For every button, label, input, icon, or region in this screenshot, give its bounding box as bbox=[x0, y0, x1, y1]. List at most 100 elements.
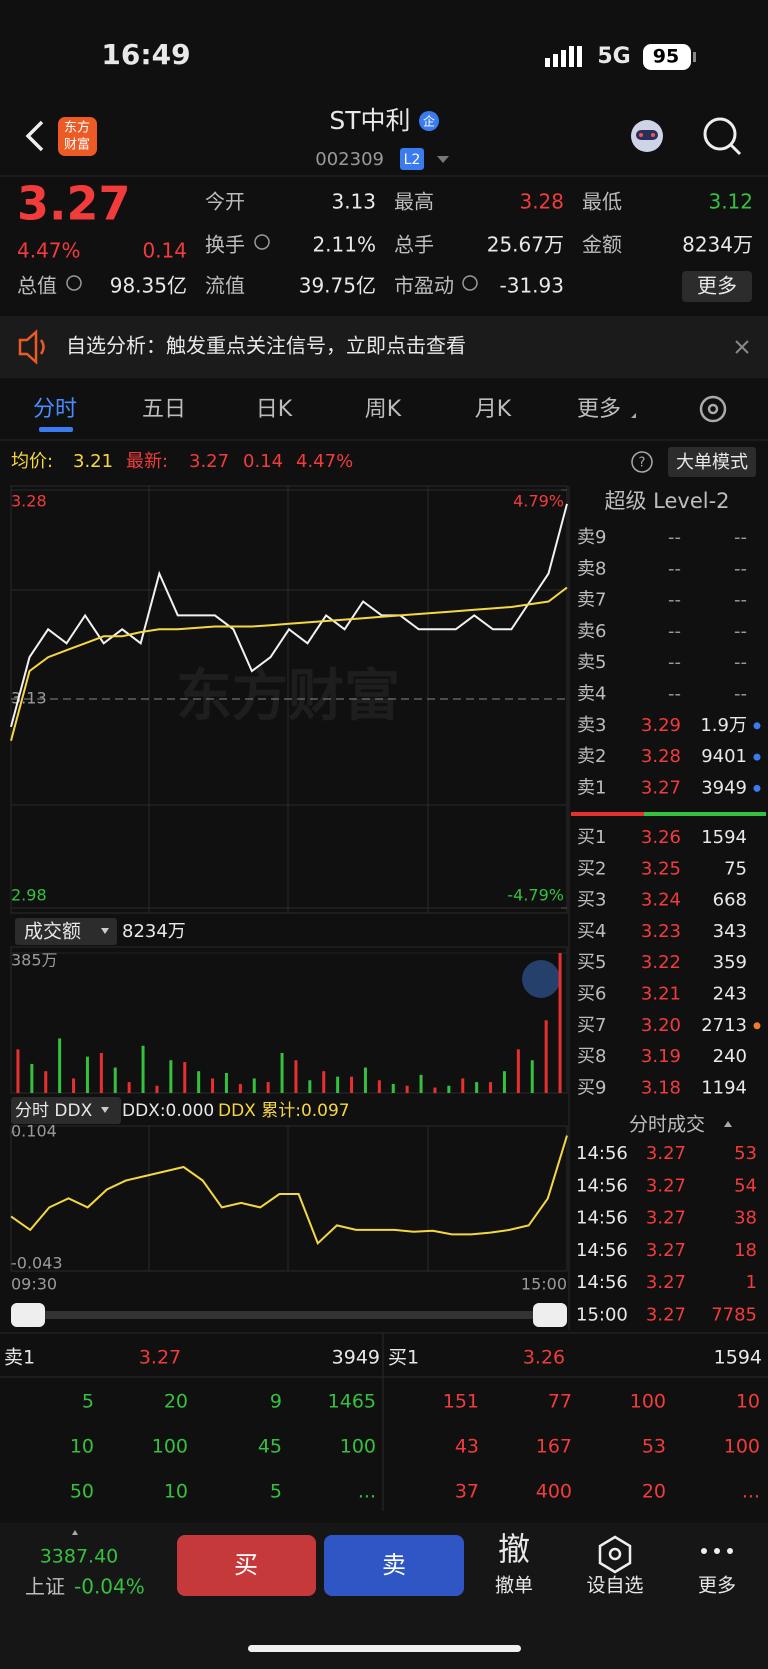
level-badge: L2 bbox=[404, 152, 421, 168]
volume-bar bbox=[72, 1078, 76, 1093]
help-icon[interactable]: ? bbox=[631, 451, 653, 473]
ddx-selector[interactable] bbox=[11, 1097, 121, 1124]
book-price: 3.23 bbox=[641, 921, 681, 942]
more-button[interactable] bbox=[682, 271, 752, 302]
trade-price: 3.27 bbox=[646, 1240, 686, 1261]
queue-order: 5 bbox=[82, 1391, 94, 1413]
trade-volume: 1 bbox=[746, 1272, 757, 1293]
tab[interactable]: 月K bbox=[475, 397, 512, 422]
queue-order: 100 bbox=[630, 1391, 666, 1413]
volume-bar bbox=[238, 1083, 242, 1093]
queue-order: 77 bbox=[548, 1391, 572, 1413]
queue-order: 167 bbox=[536, 1436, 572, 1458]
sell-button[interactable] bbox=[324, 1535, 464, 1596]
field-label: 今开 bbox=[205, 190, 245, 214]
robot-icon[interactable] bbox=[631, 120, 663, 152]
volume-selector-label[interactable]: 成交额 bbox=[24, 921, 81, 943]
latest-price: 3.27 bbox=[189, 451, 229, 472]
book-price: 3.19 bbox=[641, 1046, 681, 1067]
volume-bar bbox=[475, 1082, 479, 1093]
y-tick-label: 0.104 bbox=[11, 1122, 57, 1141]
volume-bar bbox=[447, 1085, 451, 1093]
book-label: 买8 bbox=[577, 1046, 606, 1067]
volume-selector[interactable] bbox=[15, 918, 117, 945]
tab[interactable]: 五日 bbox=[142, 397, 186, 422]
info-icon bbox=[254, 234, 270, 250]
book-label: 买4 bbox=[577, 921, 606, 942]
buy-button[interactable] bbox=[177, 1535, 316, 1596]
volume-bar bbox=[58, 1038, 62, 1093]
queue-order: 5 bbox=[270, 1481, 282, 1503]
collapse-arrow[interactable] bbox=[724, 1121, 732, 1127]
trade-time: 14:56 bbox=[576, 1143, 628, 1164]
field-value: 98.35亿 bbox=[110, 274, 187, 298]
queue-order: 400 bbox=[536, 1481, 572, 1503]
tab[interactable]: 日K bbox=[256, 397, 293, 422]
tab[interactable]: 分时 bbox=[33, 397, 77, 422]
sell-label[interactable]: 卖 bbox=[382, 1551, 406, 1579]
notice-bar[interactable] bbox=[0, 316, 768, 378]
buy-label[interactable]: 买 bbox=[234, 1551, 258, 1579]
book-volume: 1194 bbox=[701, 1077, 747, 1098]
watermark: 东方财富 bbox=[176, 664, 400, 729]
field-label: 换手 bbox=[205, 233, 245, 257]
more-icon[interactable] bbox=[701, 1548, 733, 1554]
book-price: 3.22 bbox=[641, 952, 681, 973]
volume-bar bbox=[419, 1074, 423, 1093]
scrollbar[interactable] bbox=[11, 1311, 567, 1319]
more-label[interactable]: 更多 bbox=[698, 1575, 736, 1597]
queue-order: 45 bbox=[258, 1436, 282, 1458]
info-icon bbox=[462, 275, 478, 291]
queue-order: 10 bbox=[164, 1481, 188, 1503]
x-tick-label: 15:00 bbox=[521, 1275, 567, 1294]
watch-label[interactable]: 设自选 bbox=[586, 1575, 643, 1597]
avg-label: 均价: bbox=[11, 451, 53, 472]
volume-bar bbox=[489, 1082, 493, 1093]
latest-label: 最新: bbox=[126, 451, 168, 472]
scroll-handle-right[interactable] bbox=[533, 1303, 567, 1327]
volume-bar bbox=[211, 1078, 215, 1093]
queue-label: 卖1 bbox=[4, 1347, 35, 1369]
trade-volume: 7785 bbox=[711, 1305, 757, 1326]
expand-button[interactable] bbox=[522, 960, 560, 998]
trade-volume: 54 bbox=[734, 1175, 757, 1196]
watch-icon[interactable] bbox=[598, 1535, 632, 1574]
queue-order: ... bbox=[742, 1481, 760, 1503]
queue-order: 151 bbox=[443, 1391, 479, 1413]
ddx-selector-label[interactable]: 分时 DDX bbox=[15, 1101, 93, 1121]
ddx-line bbox=[10, 1135, 568, 1246]
x-tick-label: 09:30 bbox=[11, 1275, 57, 1294]
scroll-handle-left[interactable] bbox=[11, 1303, 45, 1327]
book-price: 3.24 bbox=[641, 890, 681, 911]
more-button-label[interactable]: 更多 bbox=[697, 274, 737, 298]
book-price: 3.29 bbox=[641, 715, 681, 736]
mode-button-label[interactable]: 大单模式 bbox=[676, 452, 748, 473]
order-dot bbox=[753, 722, 761, 730]
dropdown-arrow[interactable] bbox=[437, 156, 449, 163]
mode-button[interactable] bbox=[668, 447, 756, 477]
stock-code: 002309 bbox=[315, 149, 384, 170]
level-badge-bg bbox=[400, 148, 424, 170]
settings-button[interactable] bbox=[699, 395, 727, 423]
cancel-label[interactable]: 撤单 bbox=[495, 1575, 533, 1597]
volume-bar bbox=[530, 1060, 534, 1093]
y-tick-label: 385万 bbox=[11, 951, 58, 970]
queue-order: 37 bbox=[455, 1481, 479, 1503]
book-price: -- bbox=[668, 590, 681, 611]
tab[interactable]: 更多 bbox=[577, 397, 621, 422]
volume-bar bbox=[322, 1071, 326, 1093]
close-notice[interactable] bbox=[735, 340, 749, 354]
book-price: 3.26 bbox=[641, 827, 681, 848]
trade-time: 15:00 bbox=[576, 1305, 628, 1326]
book-label: 买9 bbox=[577, 1077, 606, 1098]
field-label: 总值 bbox=[17, 274, 57, 298]
queue-volume: 1594 bbox=[714, 1347, 762, 1369]
field-value: 3.13 bbox=[331, 190, 376, 214]
field-label: 流值 bbox=[205, 274, 245, 298]
cancel-icon[interactable]: 撤 bbox=[498, 1530, 530, 1568]
field-label: 金额 bbox=[582, 233, 622, 257]
tab[interactable]: 周K bbox=[365, 397, 402, 422]
back-button[interactable] bbox=[25, 120, 44, 152]
queue-order: 10 bbox=[736, 1391, 760, 1413]
search-button[interactable] bbox=[703, 117, 742, 156]
